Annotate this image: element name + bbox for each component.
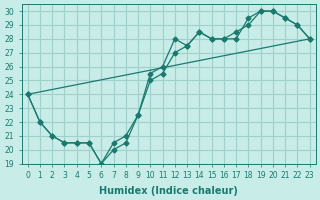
X-axis label: Humidex (Indice chaleur): Humidex (Indice chaleur) [99, 186, 238, 196]
